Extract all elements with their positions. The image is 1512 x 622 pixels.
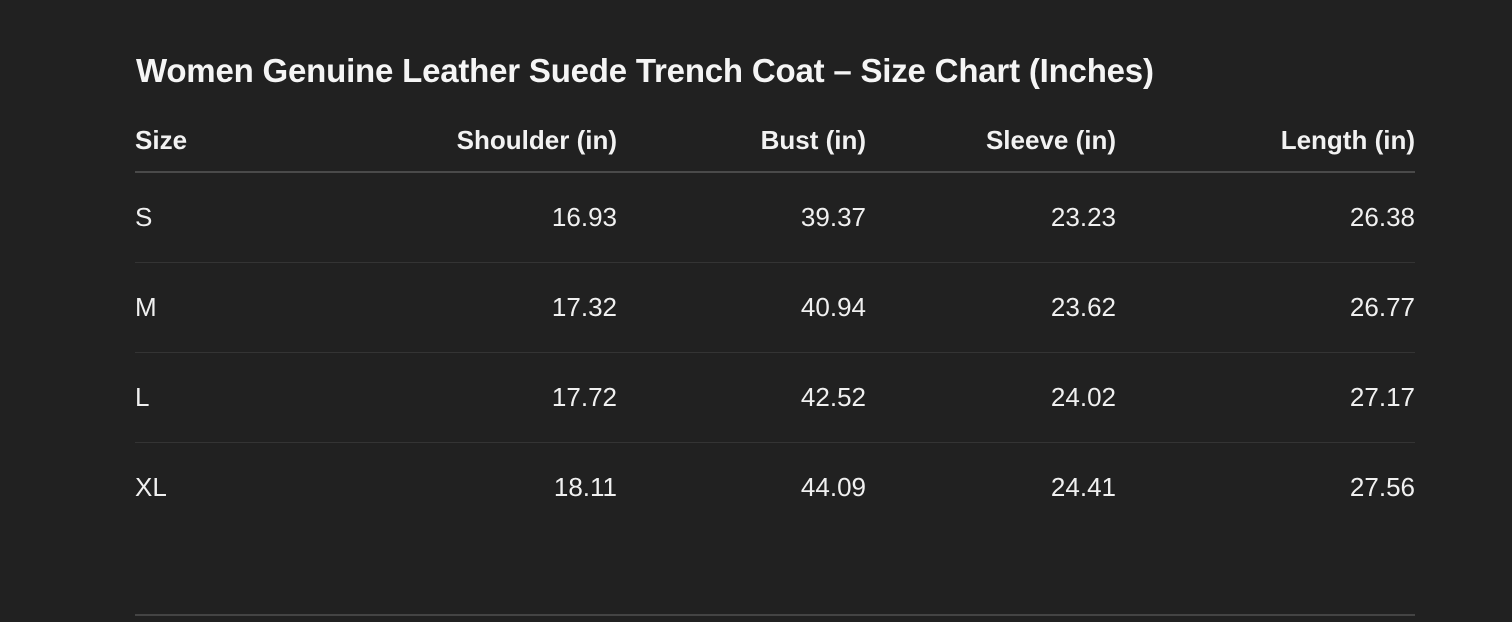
- cell-shoulder: 17.72: [367, 352, 617, 443]
- column-header-length: Length (in): [1116, 110, 1415, 173]
- cell-size: S: [135, 172, 367, 263]
- cell-bust: 44.09: [800, 472, 866, 502]
- size-chart-table: Size Shoulder (in) Bust (in) Sleeve (in)…: [135, 110, 1415, 532]
- cell-length: 27.56: [1349, 472, 1415, 502]
- cell-bust: 40.94: [617, 262, 866, 353]
- table-row: L 17.72 42.52 24.02 27.17: [135, 352, 1415, 443]
- table-row: M 17.32 40.94 23.62 26.77: [135, 262, 1415, 353]
- table-row: S 16.93 39.37 23.23 26.38: [135, 172, 1415, 263]
- column-header-sleeve: Sleeve (in): [866, 110, 1116, 173]
- cell-bust: 39.37: [617, 172, 866, 263]
- cell-bust: 42.52: [617, 352, 866, 443]
- cell-sleeve: 23.23: [866, 172, 1116, 263]
- bottom-divider: [135, 614, 1415, 616]
- cell-length: 26.77: [1116, 262, 1415, 353]
- table-row: XL 18.11 44.09 24.41 27.56: [135, 443, 1415, 533]
- cell-sleeve: 24.41: [1050, 472, 1116, 502]
- column-header-size: Size: [135, 110, 367, 173]
- column-header-bust: Bust (in): [617, 110, 866, 173]
- cell-shoulder: 18.11: [553, 472, 617, 502]
- cell-sleeve: 24.02: [866, 352, 1116, 443]
- page-title: Women Genuine Leather Suede Trench Coat …: [136, 52, 1154, 89]
- table-header-row: Size Shoulder (in) Bust (in) Sleeve (in)…: [135, 110, 1415, 173]
- cell-size: XL: [135, 472, 167, 502]
- cell-size: L: [135, 352, 367, 443]
- cell-length: 27.17: [1116, 352, 1415, 443]
- cell-length: 26.38: [1116, 172, 1415, 263]
- cell-shoulder: 16.93: [367, 172, 617, 263]
- cell-sleeve: 23.62: [866, 262, 1116, 353]
- column-header-shoulder: Shoulder (in): [367, 110, 617, 173]
- cell-size: M: [135, 262, 367, 353]
- cell-shoulder: 17.32: [367, 262, 617, 353]
